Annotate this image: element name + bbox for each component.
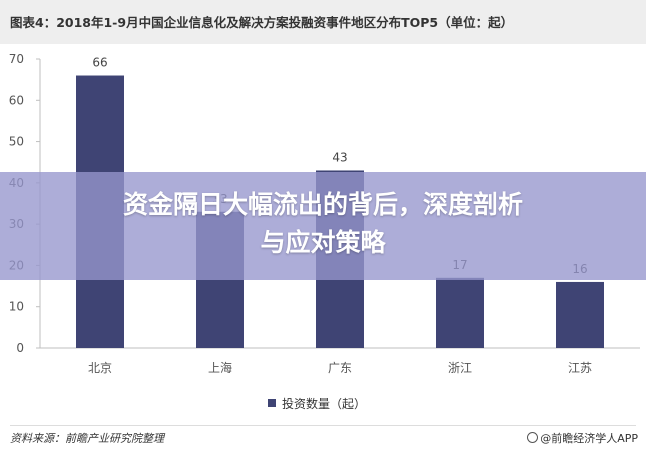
brand-logo-icon — [527, 432, 539, 443]
brand-credit: @前瞻经济学人APP — [527, 430, 638, 446]
x-tick-label: 北京 — [88, 361, 112, 375]
legend-swatch — [268, 399, 276, 407]
overlay-headline: 资金隔日大幅流出的背后，深度剖析 与应对策略 — [0, 186, 646, 262]
y-tick-label: 50 — [9, 135, 24, 149]
y-tick-label: 70 — [9, 52, 24, 66]
x-tick-label: 浙江 — [448, 361, 472, 375]
chart-header: 图表4：2018年1-9月中国企业信息化及解决方案投融资事件地区分布TOP5（单… — [0, 0, 646, 44]
legend-label: 投资数量（起） — [282, 396, 366, 411]
x-tick-label: 广东 — [328, 361, 352, 375]
source-note: 资料来源：前瞻产业研究院整理 — [10, 432, 164, 445]
bar — [436, 277, 484, 348]
y-tick-label: 0 — [16, 341, 24, 355]
bar — [556, 281, 604, 348]
legend: 投资数量（起） — [268, 396, 366, 411]
overlay-banner — [0, 172, 646, 280]
data-label: 66 — [92, 56, 107, 70]
overlay-headline-line1: 资金隔日大幅流出的背后，深度剖析 — [122, 190, 523, 219]
x-tick-label: 上海 — [208, 360, 232, 375]
overlay-headline-line2: 与应对策略 — [260, 228, 386, 257]
y-tick-label: 60 — [9, 93, 24, 107]
brand-credit-text: @前瞻经济学人APP — [540, 432, 638, 445]
footer-divider — [10, 425, 636, 426]
data-label: 43 — [332, 150, 347, 164]
chart-title: 图表4：2018年1-9月中国企业信息化及解决方案投融资事件地区分布TOP5（单… — [10, 15, 514, 30]
x-tick-label: 江苏 — [568, 361, 592, 375]
y-tick-label: 10 — [9, 300, 24, 314]
